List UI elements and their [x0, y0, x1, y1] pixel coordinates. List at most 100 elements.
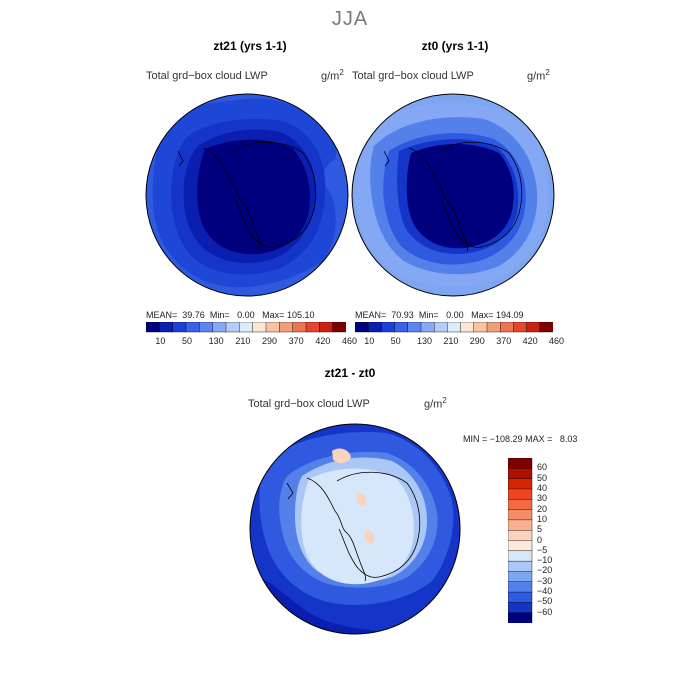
colorbar-swatch [433, 322, 448, 333]
colorbar-tick-label: 130 [208, 336, 224, 346]
panel-2-stats: MEAN= 70.93 Min= 0.00 Max= 194.09 [355, 310, 524, 320]
colorbar-swatch [460, 322, 475, 333]
colorbar-tick-label: −40 [537, 586, 553, 597]
colorbar-tick-label: 50 [390, 336, 401, 346]
colorbar-swatch [185, 322, 200, 333]
colorbar-swatch [172, 322, 187, 333]
colorbar-swatch [292, 322, 307, 333]
colorbar-tick-label: 460 [342, 336, 358, 346]
panel-1-colorbar [146, 322, 346, 333]
colorbar-tick-label: 370 [288, 336, 304, 346]
colorbar-swatch [420, 322, 435, 333]
colorbar-swatch [225, 322, 240, 333]
colorbar-swatch [279, 322, 294, 333]
colorbar-swatch [407, 322, 422, 333]
colorbar-tick-label: 20 [537, 503, 548, 514]
panel-2-polar-map [351, 93, 555, 297]
colorbar-swatch [508, 458, 533, 469]
colorbar-swatch [486, 322, 501, 333]
colorbar-swatch [355, 322, 369, 333]
diff-colorbar [508, 458, 533, 623]
colorbar-swatch [305, 322, 320, 333]
figure-title: JJA [331, 8, 369, 30]
colorbar-tick-label: 30 [537, 493, 548, 504]
colorbar-tick-label: 60 [537, 462, 548, 473]
colorbar-tick-label: −50 [537, 596, 553, 607]
colorbar-tick-label: −30 [537, 575, 553, 586]
colorbar-tick-label: −20 [537, 565, 553, 576]
map-border [145, 93, 349, 297]
colorbar-swatch [212, 322, 227, 333]
diff-panel-variable: Total grd−box cloud LWP [248, 398, 370, 410]
colorbar-swatch [539, 322, 553, 333]
diff-panel-units: g/m2 [424, 396, 447, 411]
colorbar-swatch [508, 612, 533, 623]
panel-2-colorbar-labels: 10 50 130 210 290 370 420 460 [355, 336, 564, 348]
colorbar-swatch [367, 322, 382, 333]
colorbar-tick-label: 460 [549, 336, 565, 346]
panel-1-stats: MEAN= 39.76 Min= 0.00 Max= 105.10 [146, 310, 315, 320]
colorbar-swatch [513, 322, 528, 333]
map-border [351, 93, 555, 297]
colorbar-swatch [159, 322, 174, 333]
colorbar-swatch [146, 322, 160, 333]
panel-2-variable: Total grd−box cloud LWP [352, 70, 474, 82]
panel-2-colorbar [355, 322, 553, 333]
colorbar-swatch [508, 499, 533, 511]
colorbar-swatch [526, 322, 541, 333]
colorbar-tick-label: 5 [537, 524, 543, 535]
colorbar-swatch [508, 571, 533, 583]
colorbar-swatch [447, 322, 462, 333]
colorbar-swatch [239, 322, 254, 333]
colorbar-tick-label: 50 [537, 472, 548, 483]
colorbar-swatch [508, 560, 533, 572]
colorbar-swatch [199, 322, 214, 333]
colorbar-tick-label: −5 [537, 544, 548, 555]
colorbar-swatch [252, 322, 267, 333]
colorbar-swatch [381, 322, 396, 333]
panel-1-colorbar-labels: 10 50 130 210 290 370 420 460 [146, 336, 357, 348]
colorbar-tick-label: 420 [522, 336, 538, 346]
colorbar-tick-label: −10 [537, 555, 553, 566]
colorbar-tick-label: 290 [262, 336, 278, 346]
colorbar-swatch [394, 322, 409, 333]
colorbar-swatch [473, 322, 488, 333]
panel-1-variable: Total grd−box cloud LWP [146, 70, 268, 82]
map-border [249, 423, 461, 635]
panel-1-polar-map [145, 93, 349, 297]
colorbar-tick-label: 10 [364, 336, 375, 346]
colorbar-swatch [332, 322, 346, 333]
panel-1-units: g/m2 [321, 68, 344, 83]
colorbar-swatch [508, 478, 533, 490]
colorbar-tick-label: 10 [155, 336, 166, 346]
colorbar-swatch [508, 529, 533, 542]
colorbar-tick-label: 370 [496, 336, 512, 346]
colorbar-tick-label: 210 [235, 336, 251, 346]
colorbar-tick-label: 290 [469, 336, 485, 346]
colorbar-tick-label: −60 [537, 606, 553, 617]
colorbar-swatch [508, 591, 533, 603]
colorbar-swatch [499, 322, 514, 333]
colorbar-swatch [508, 468, 533, 480]
colorbar-swatch [319, 322, 334, 333]
diff-colorbar-labels: 60 50 40 30 20 10 5 0 −5 −10 −20 −30 −40 −50 −60 [537, 458, 577, 623]
colorbar-tick-label: 420 [315, 336, 331, 346]
colorbar-tick-label: 210 [443, 336, 459, 346]
colorbar-tick-label: 10 [537, 513, 548, 524]
colorbar-swatch [508, 509, 533, 521]
colorbar-tick-label: 40 [537, 482, 548, 493]
colorbar-swatch [508, 602, 533, 614]
panel-1-title: zt21 (yrs 1-1) [213, 39, 287, 53]
diff-panel-polar-map [249, 423, 461, 635]
colorbar-swatch [265, 322, 280, 333]
colorbar-tick-label: 0 [537, 534, 543, 545]
colorbar-swatch [508, 519, 533, 531]
colorbar-tick-label: 130 [417, 336, 433, 346]
colorbar-swatch [508, 550, 533, 562]
diff-panel-title: zt21 - zt0 [324, 366, 376, 380]
colorbar-swatch [508, 540, 533, 552]
panel-2-title: zt0 (yrs 1-1) [421, 39, 489, 53]
panel-2-units: g/m2 [527, 68, 550, 83]
diff-panel-stats: MIN = −108.29 MAX = 8.03 [463, 434, 578, 444]
colorbar-tick-label: 50 [182, 336, 193, 346]
